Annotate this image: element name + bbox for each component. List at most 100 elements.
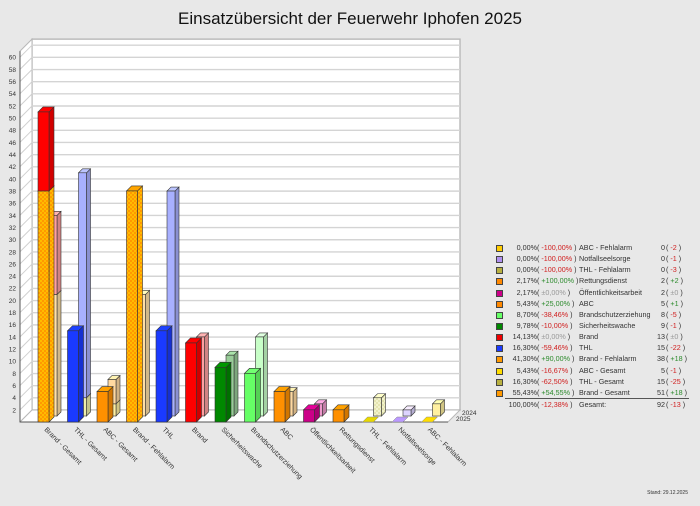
- legend-row: 8,70%( -38,46% ) Brandschutzerziehung 8( -…: [493, 309, 693, 320]
- legend-delta: ( -3 ): [666, 265, 682, 275]
- legend-change-percent: ( +54,55% ): [537, 387, 575, 397]
- y-tick-label: 12: [9, 347, 17, 354]
- legend: 0,00%( -100,00% ) ABC - Fehlalarm 0( -2 ) 0…: [493, 242, 693, 410]
- y-tick-label: 8: [12, 371, 16, 378]
- legend-category: ABC - Fehlalarm: [579, 243, 633, 252]
- bar-segment: [214, 361, 232, 423]
- legend-count: 38: [657, 354, 665, 364]
- legend-swatch-icon: [496, 389, 503, 397]
- bar-segment: [155, 325, 173, 423]
- legend-count: 13: [657, 332, 665, 342]
- legend-change-percent: ( +100,00% ): [537, 276, 579, 286]
- legend-percent: 16,30%: [512, 376, 537, 386]
- legend-swatch-icon: [496, 334, 503, 342]
- legend-delta: ( +18 ): [666, 354, 687, 364]
- y-tick-label: 18: [9, 310, 17, 317]
- legend-swatch-icon: [496, 289, 503, 297]
- legend-change-percent: ( -12,38% ): [537, 399, 573, 409]
- legend-swatch-icon: [496, 322, 503, 330]
- legend-percent: 14,13%: [512, 332, 537, 342]
- legend-percent: 9,78%: [516, 320, 537, 330]
- y-tick-label: 28: [9, 249, 17, 256]
- legend-change-percent: ( -62,50% ): [537, 376, 573, 386]
- legend-total-percent: 100,00%: [508, 399, 537, 409]
- y-tick-label: 20: [9, 298, 17, 305]
- legend-total-row: 100,00%( -12,38% ) Gesamt: 92( -13 ): [493, 399, 693, 410]
- legend-count: 9: [661, 320, 665, 330]
- y-tick-label: 4: [12, 395, 16, 402]
- y-tick-label: 60: [9, 55, 17, 62]
- legend-swatch-icon: [496, 311, 503, 319]
- legend-category: Sicherheitswache: [579, 320, 636, 330]
- legend-delta: ( -25 ): [666, 376, 686, 386]
- bar-segment: [166, 186, 180, 417]
- y-tick-label: 38: [9, 188, 17, 195]
- legend-change-percent: ( -100,00% ): [537, 265, 577, 275]
- depth-label-2024: 2024: [462, 410, 477, 417]
- bar-segment: [402, 405, 416, 417]
- legend-percent: 0,00%: [516, 243, 537, 252]
- legend-swatch-icon: [496, 267, 503, 275]
- legend-category: Brand - Fehlalarm: [579, 354, 637, 364]
- legend-percent: 0,00%: [516, 254, 537, 264]
- bar-segment: [125, 185, 144, 423]
- legend-row: 14,13%( ±0,00% ) Brand 13( ±0 ): [493, 331, 693, 342]
- legend-row: 0,00%( -100,00% ) Notfallseelsorge 0( -1 ): [493, 253, 693, 264]
- legend-change-percent: ( +90,00% ): [537, 354, 575, 364]
- legend-row: 41,30%( +90,00% ) Brand - Fehlalarm 38( +1…: [493, 353, 693, 364]
- zero-bar-marker: [420, 416, 439, 423]
- legend-category: THL - Gesamt: [579, 376, 624, 386]
- chart-title: Einsatzübersicht der Feuerwehr Iphofen 2…: [178, 9, 522, 28]
- legend-category: THL: [579, 343, 593, 353]
- legend-swatch-icon: [496, 367, 503, 375]
- legend-swatch-icon: [496, 356, 503, 364]
- legend-percent: 8,70%: [516, 309, 537, 319]
- legend-row: 5,43%( +25,00% ) ABC 5( +1 ): [493, 298, 693, 309]
- legend-delta: ( +1 ): [666, 298, 683, 308]
- legend-count: 5: [661, 365, 665, 375]
- legend-count: 5: [661, 298, 665, 308]
- legend-percent: 41,30%: [512, 354, 537, 364]
- legend-delta: ( -5 ): [666, 309, 682, 319]
- y-tick-label: 30: [9, 237, 17, 244]
- legend-delta: ( ±0 ): [666, 287, 683, 297]
- x-axis-label: Brandschutzerziehung: [249, 426, 303, 480]
- legend-count: 0: [661, 265, 665, 275]
- legend-row: 16,30%( -62,50% ) THL - Gesamt 15( -25 ): [493, 376, 693, 387]
- legend-count: 15: [657, 343, 665, 353]
- bar-segment: [184, 337, 203, 423]
- legend-percent: 2,17%: [516, 287, 537, 297]
- legend-percent: 0,00%: [516, 265, 537, 275]
- legend-count: 8: [661, 309, 665, 319]
- bar-segment: [66, 325, 85, 423]
- legend-count: 2: [661, 276, 665, 286]
- y-tick-label: 36: [9, 201, 17, 208]
- legend-swatch-icon: [496, 345, 503, 353]
- y-tick-label: 34: [9, 213, 17, 220]
- legend-change-percent: ( ±0,00% ): [537, 332, 571, 342]
- legend-swatch-icon: [496, 278, 503, 286]
- y-tick-label: 26: [9, 261, 17, 268]
- legend-row: 0,00%( -100,00% ) ABC - Fehlalarm 0( -2 ): [493, 242, 693, 253]
- legend-row: 0,00%( -100,00% ) THL - Fehlalarm 0( -3 ): [493, 264, 693, 275]
- bar-segment: [37, 185, 55, 423]
- y-tick-label: 50: [9, 116, 17, 123]
- legend-count: 0: [661, 243, 665, 252]
- legend-row: 16,30%( -59,46% ) THL 15( -22 ): [493, 342, 693, 353]
- legend-percent: 5,43%: [516, 298, 537, 308]
- legend-delta: ( -13 ): [666, 399, 686, 409]
- legend-delta: ( -1 ): [666, 320, 682, 330]
- legend-category: THL - Fehlalarm: [579, 265, 631, 275]
- legend-swatch-icon: [496, 256, 503, 264]
- legend-percent: 5,43%: [516, 365, 537, 375]
- legend-row: 55,43%( +54,55% ) Brand - Gesamt 51( +18 ): [493, 387, 693, 398]
- y-tick-label: 54: [9, 91, 17, 98]
- legend-total-divider: [505, 397, 689, 399]
- legend-count: 0: [661, 254, 665, 264]
- legend-row: 5,43%( -16,67% ) ABC - Gesamt 5( -1 ): [493, 365, 693, 376]
- legend-change-percent: ( -59,46% ): [537, 343, 573, 353]
- legend-delta: ( -1 ): [666, 365, 682, 375]
- y-tick-label: 14: [9, 334, 17, 341]
- bar-segment: [37, 106, 55, 192]
